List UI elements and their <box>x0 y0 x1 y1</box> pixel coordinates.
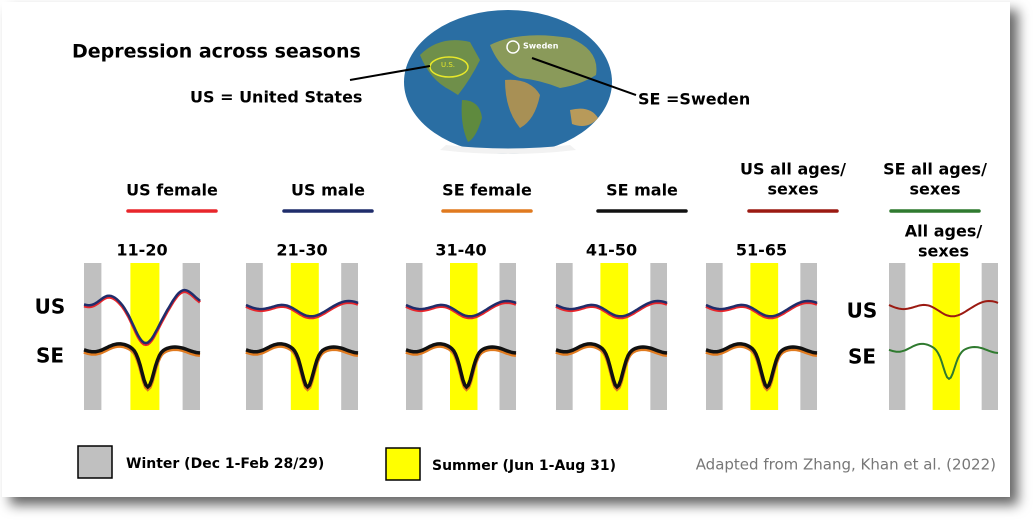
curve <box>405 300 517 320</box>
curve <box>245 342 359 390</box>
credit: Adapted from Zhang, Khan et al. (2022) <box>696 456 996 474</box>
row-label: US <box>847 299 878 323</box>
age-label: 21-30 <box>276 241 327 260</box>
age-label: 11-20 <box>116 241 167 260</box>
winter-band <box>800 263 817 410</box>
curve <box>83 288 201 345</box>
callout-us: US = United States <box>190 88 362 107</box>
age-label: sexes <box>918 242 969 261</box>
callout-line <box>531 57 637 96</box>
curve <box>705 299 818 318</box>
curve <box>83 342 201 390</box>
series-label: SE female <box>442 181 532 200</box>
series-label: sexes <box>767 180 818 199</box>
winter-band <box>499 263 516 410</box>
winter-band <box>889 263 906 410</box>
map-se-label: Sweden <box>523 42 559 51</box>
curve <box>555 342 668 390</box>
row-label: SE <box>36 344 64 368</box>
series-label: US male <box>291 181 365 200</box>
winter-band <box>650 263 667 410</box>
summer-band <box>932 263 960 410</box>
winter-band <box>84 263 102 410</box>
summer-label: Summer (Jun 1-Aug 31) <box>432 458 616 474</box>
curve <box>245 300 359 320</box>
curve <box>705 300 818 320</box>
map-us-label: U.S. <box>441 61 455 69</box>
age-label: All ages/ <box>905 222 983 241</box>
age-label: 31-40 <box>435 241 486 260</box>
key <box>77 445 421 481</box>
callout-line <box>349 65 431 81</box>
winter-band <box>246 263 263 410</box>
series-label: SE male <box>606 181 678 200</box>
curve <box>405 299 517 318</box>
curve <box>555 299 668 318</box>
winter-band <box>706 263 723 410</box>
series-label: SE all ages/ <box>883 160 987 179</box>
winter-band <box>406 263 423 410</box>
curve <box>705 342 818 390</box>
curve <box>555 300 668 320</box>
age-label: 51-65 <box>736 241 787 260</box>
summer-swatch <box>385 447 421 481</box>
curve <box>245 299 359 318</box>
winter-band <box>341 263 358 410</box>
curve <box>888 299 999 318</box>
series-label: US female <box>126 181 218 200</box>
row-label: US <box>35 295 66 319</box>
winter-band <box>981 263 998 410</box>
winter-band <box>556 263 573 410</box>
winter-label: Winter (Dec 1-Feb 28/29) <box>126 456 324 472</box>
title: Depression across seasons <box>72 41 361 63</box>
age-label: 41-50 <box>586 241 637 260</box>
world-map <box>404 10 612 154</box>
series-label: sexes <box>909 180 960 199</box>
winter-swatch <box>77 445 113 479</box>
winter-band <box>182 263 200 410</box>
callout-se: SE =Sweden <box>638 90 750 109</box>
row-label: SE <box>848 345 876 369</box>
curve <box>888 342 999 381</box>
series-label: US all ages/ <box>740 160 846 179</box>
curve <box>405 342 517 390</box>
